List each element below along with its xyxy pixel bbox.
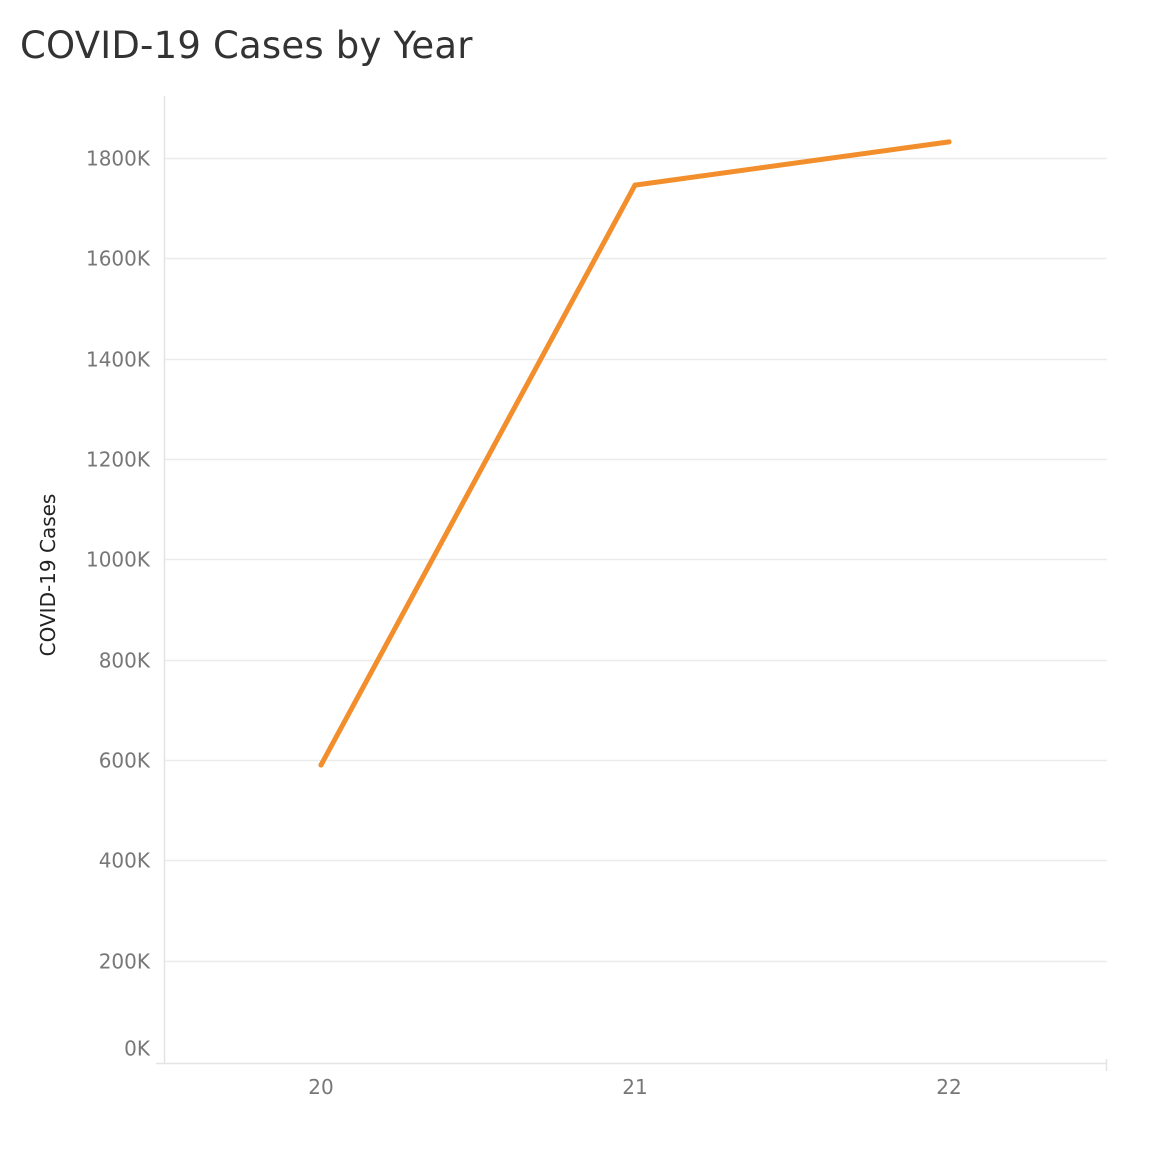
y-tick-label: 0K (124, 1037, 151, 1061)
y-tick-label: 200K (99, 950, 151, 974)
x-tick-label: 20 (308, 1075, 333, 1099)
y-tick-labels: 0K 200K 400K 600K 800K 1000K 1200K 1400K 1600K 18… (86, 147, 151, 1061)
x-tick-label: 21 (622, 1075, 647, 1099)
y-tick-label: 1200K (86, 448, 151, 472)
series-line-0 (318, 139, 952, 768)
chart-title: COVID-19 Cases by Year (20, 24, 473, 67)
y-tick-label: 1000K (86, 548, 151, 572)
y-tick-label: 600K (99, 749, 151, 773)
axes (156, 96, 1108, 1071)
data-point-21 (632, 182, 638, 188)
data-point-20 (318, 762, 324, 768)
y-tick-label: 1600K (86, 247, 151, 271)
y-tick-label: 400K (99, 849, 151, 873)
x-tick-label: 22 (936, 1075, 961, 1099)
x-tick-labels: 20 21 22 (308, 1075, 961, 1099)
y-tick-label: 800K (99, 649, 151, 673)
y-tick-label: 1800K (86, 147, 151, 171)
gridlines (164, 157, 1107, 963)
data-point-22 (946, 139, 952, 145)
y-tick-label: 1400K (86, 348, 151, 372)
series (318, 139, 952, 768)
